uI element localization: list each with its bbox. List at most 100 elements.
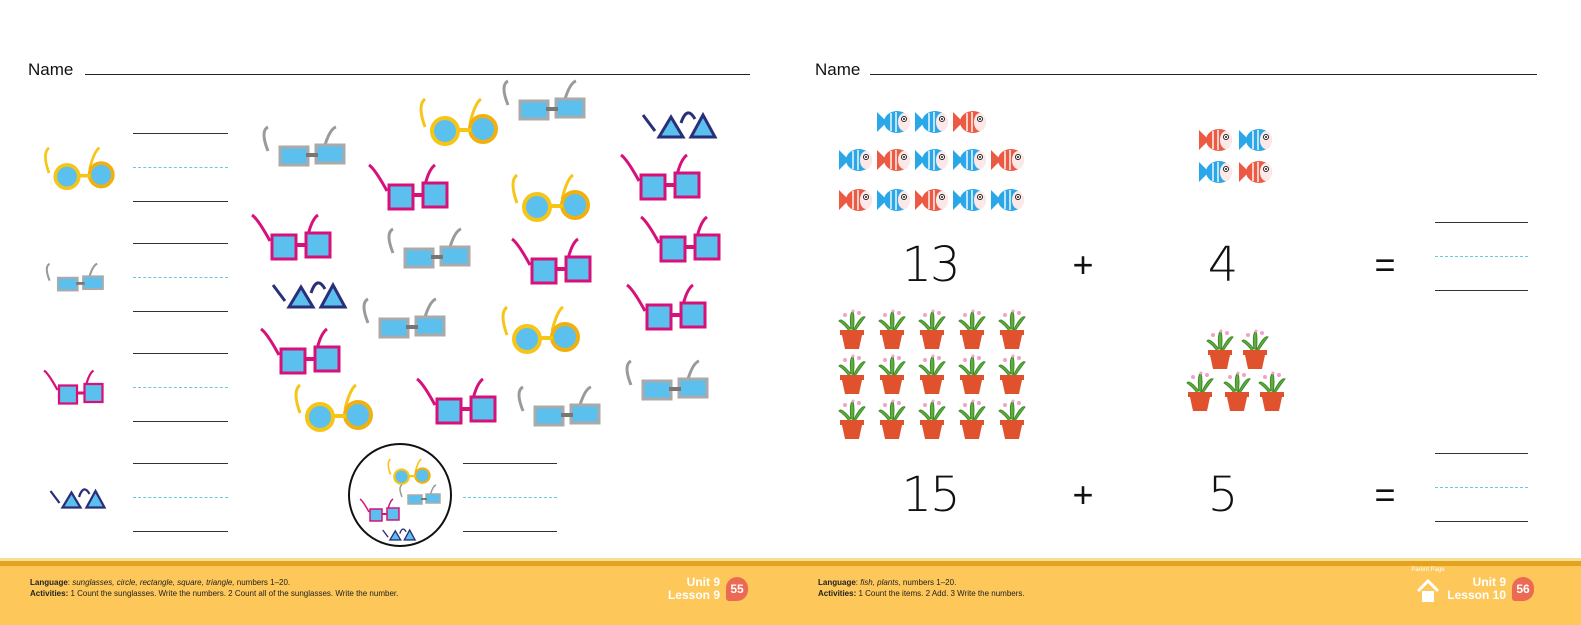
potted-plant	[1206, 329, 1234, 369]
red-fish	[953, 111, 986, 133]
equals-sign: =	[1374, 474, 1396, 515]
potted-plant	[838, 309, 866, 349]
sunglasses-triangle	[49, 488, 107, 509]
potted-plant	[878, 399, 906, 439]
sunglasses-triangle	[641, 111, 718, 139]
potted-plant	[998, 399, 1026, 439]
writing-line[interactable]	[1435, 521, 1528, 522]
blue-fish	[1199, 161, 1232, 183]
writing-midline	[463, 497, 557, 498]
addend-a: 13	[901, 237, 960, 293]
sunglasses-round	[294, 383, 373, 432]
blue-fish	[953, 189, 986, 211]
equals-sign: =	[1374, 244, 1396, 285]
red-fish	[877, 149, 910, 171]
name-label: Name	[815, 60, 861, 79]
potted-plant	[998, 309, 1026, 349]
writing-midline	[133, 167, 228, 168]
sunglasses-square	[511, 237, 592, 285]
writing-line[interactable]	[133, 311, 228, 312]
writing-midline	[133, 277, 228, 278]
sunglasses-square	[359, 497, 400, 522]
potted-plant	[958, 399, 986, 439]
potted-plant	[1258, 371, 1286, 411]
right-footer-notes: Language: fish, plants, numbers 1–20. Ac…	[818, 578, 1025, 598]
potted-plant	[1223, 371, 1251, 411]
writing-line[interactable]	[133, 531, 228, 532]
sunglasses-square	[260, 327, 341, 375]
potted-plant	[918, 354, 946, 394]
potted-plant	[1186, 371, 1214, 411]
sunglasses-square	[251, 213, 332, 261]
red-fish	[915, 189, 948, 211]
sunglasses-rect	[502, 79, 586, 121]
total-circle	[348, 443, 452, 547]
writing-midline	[1435, 256, 1528, 257]
sunglasses-triangle	[271, 281, 348, 309]
blue-fish	[991, 189, 1024, 211]
page-number: 56	[1512, 577, 1534, 601]
sunglasses-rect	[45, 262, 104, 291]
potted-plant	[918, 309, 946, 349]
writing-line[interactable]	[1435, 453, 1528, 454]
writing-line[interactable]	[133, 463, 228, 464]
writing-line[interactable]	[133, 201, 228, 202]
red-fish	[991, 149, 1024, 171]
sunglasses-square	[620, 153, 701, 201]
blue-fish	[1239, 129, 1272, 151]
addend-a: 15	[901, 467, 960, 523]
plus-sign: +	[1072, 474, 1094, 515]
writing-line[interactable]	[463, 463, 557, 464]
sunglasses-square	[368, 163, 449, 211]
potted-plant	[1241, 329, 1269, 369]
potted-plant	[878, 354, 906, 394]
writing-line[interactable]	[133, 243, 228, 244]
writing-line[interactable]	[133, 133, 228, 134]
name-label: Name	[28, 60, 74, 79]
writing-line[interactable]	[463, 531, 557, 532]
home-icon	[1416, 578, 1440, 602]
name-field[interactable]	[85, 74, 750, 75]
blue-fish	[877, 189, 910, 211]
writing-line[interactable]	[133, 353, 228, 354]
name-field[interactable]	[870, 74, 1537, 75]
addend-b: 4	[1207, 237, 1239, 293]
potted-plant	[878, 309, 906, 349]
unit-lesson: Unit 9 Lesson 9	[667, 575, 720, 602]
blue-fish	[877, 111, 910, 133]
blue-fish	[839, 149, 872, 171]
plus-sign: +	[1072, 244, 1094, 285]
potted-plant	[958, 354, 986, 394]
page-number: 55	[726, 577, 748, 601]
footer: Language: sunglasses, circle, rectangle,…	[0, 558, 1581, 625]
writing-midline	[133, 387, 228, 388]
writing-midline	[133, 497, 228, 498]
writing-line[interactable]	[1435, 222, 1528, 223]
potted-plant	[838, 354, 866, 394]
potted-plant	[918, 399, 946, 439]
addend-b: 5	[1207, 467, 1239, 523]
sunglasses-round	[419, 97, 498, 146]
sunglasses-rect	[398, 483, 441, 505]
sunglasses-rect	[262, 125, 346, 167]
potted-plant	[958, 309, 986, 349]
left-footer-notes: Language: sunglasses, circle, rectangle,…	[30, 578, 399, 598]
writing-line[interactable]	[1435, 290, 1528, 291]
potted-plant	[998, 354, 1026, 394]
sunglasses-square	[416, 377, 497, 425]
sunglasses-round	[43, 146, 115, 190]
red-fish	[839, 189, 872, 211]
blue-fish	[915, 149, 948, 171]
sunglasses-square	[640, 215, 721, 263]
writing-line[interactable]	[133, 421, 228, 422]
blue-fish	[953, 149, 986, 171]
parent-page-label: Parent Page	[1411, 567, 1445, 573]
sunglasses-triangle	[381, 528, 416, 541]
sunglasses-square	[43, 369, 104, 405]
red-fish	[1199, 129, 1232, 151]
writing-midline	[1435, 487, 1528, 488]
sunglasses-round	[387, 458, 431, 486]
footer-stripe	[0, 561, 1581, 566]
sunglasses-round	[511, 173, 590, 222]
sunglasses-square	[626, 283, 707, 331]
